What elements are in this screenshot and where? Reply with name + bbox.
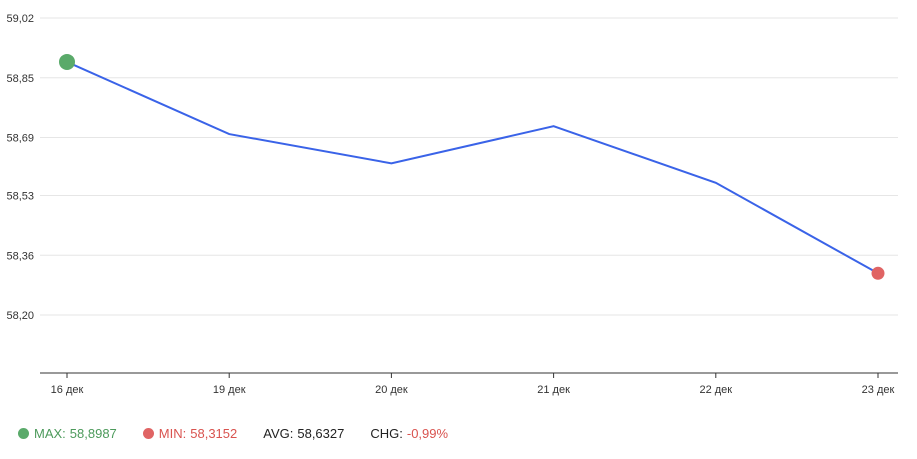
max-stat: MAX: 58,8987 xyxy=(18,426,117,441)
avg-label: AVG: xyxy=(263,425,294,441)
y-tick-label: 58,53 xyxy=(6,191,34,203)
series-line xyxy=(66,61,879,275)
x-tick-label: 16 дек xyxy=(51,384,84,396)
x-tick-label: 21 дек xyxy=(537,384,570,396)
line-chart: 59,02 58,85 58,69 58,53 58,36 58,20 16 дек 19 … xyxy=(6,13,898,396)
min-label: MIN: xyxy=(158,425,187,441)
y-tick-label: 58,20 xyxy=(6,310,34,322)
stats-legend: MAX: 58,8987 MIN: 58,3152 AVG: 58,6327 CHG:… xyxy=(18,424,474,442)
x-tick-label: 22 дек xyxy=(699,384,732,396)
avg-value: 58,6327 xyxy=(297,425,345,441)
chg-label: CHG: xyxy=(370,425,403,441)
max-point-marker xyxy=(59,53,75,70)
x-tick-label: 19 дек xyxy=(213,384,246,396)
y-tick-label: 58,36 xyxy=(6,250,34,262)
min-dot-icon xyxy=(142,427,154,439)
max-value: 58,8987 xyxy=(69,425,117,441)
y-tick-label: 58,69 xyxy=(6,133,34,145)
min-value: 58,3152 xyxy=(190,425,238,441)
max-label: MAX: xyxy=(34,425,66,441)
y-tick-label: 58,85 xyxy=(6,73,34,85)
grid-lines xyxy=(40,17,898,316)
y-tick-label: 59,02 xyxy=(6,13,34,25)
avg-stat: AVG: 58,6327 xyxy=(263,426,344,441)
max-dot-icon xyxy=(18,427,29,439)
min-point-marker xyxy=(871,266,885,280)
chg-value: -0,99% xyxy=(406,425,449,441)
chg-stat: CHG: -0,99% xyxy=(370,426,448,441)
x-axis-ticks: 16 дек 19 дек 20 дек 21 дек 22 дек 23 дек xyxy=(51,373,895,396)
y-axis-ticks: 59,02 58,85 58,69 58,53 58,36 58,20 xyxy=(6,13,34,322)
min-stat: MIN: 58,3152 xyxy=(142,425,238,441)
x-tick-label: 23 дек xyxy=(862,384,895,396)
x-tick-label: 20 дек xyxy=(375,384,408,396)
markers xyxy=(59,53,885,280)
